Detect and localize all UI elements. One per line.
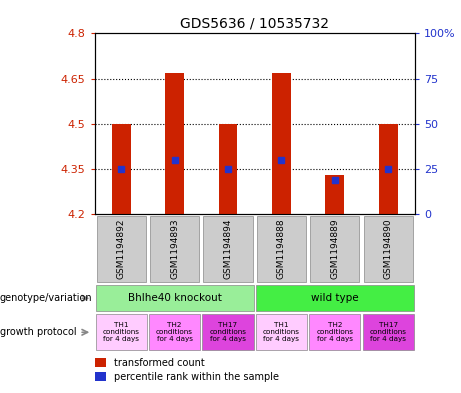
Bar [97,215,146,281]
Text: TH2
conditions
for 4 days: TH2 conditions for 4 days [156,322,193,342]
Bar [219,124,237,214]
Bar [112,124,130,214]
Bar [202,314,254,350]
Bar [95,373,106,381]
Text: GSM1194893: GSM1194893 [170,218,179,279]
Text: TH17
conditions
for 4 days: TH17 conditions for 4 days [370,322,407,342]
Bar [272,73,291,214]
Bar [309,314,361,350]
Bar [95,358,106,367]
Text: percentile rank within the sample: percentile rank within the sample [114,372,279,382]
Text: TH2
conditions
for 4 days: TH2 conditions for 4 days [316,322,353,342]
Bar [310,215,360,281]
Title: GDS5636 / 10535732: GDS5636 / 10535732 [180,17,329,31]
Text: GSM1194892: GSM1194892 [117,219,126,279]
Bar [165,73,184,214]
Text: TH1
conditions
for 4 days: TH1 conditions for 4 days [263,322,300,342]
Text: TH1
conditions
for 4 days: TH1 conditions for 4 days [103,322,140,342]
Bar [256,285,414,311]
Bar [325,175,344,214]
Text: Bhlhe40 knockout: Bhlhe40 knockout [128,293,222,303]
Text: growth protocol: growth protocol [0,327,77,337]
Bar [149,314,200,350]
Text: TH17
conditions
for 4 days: TH17 conditions for 4 days [209,322,247,342]
Text: GSM1194890: GSM1194890 [384,218,393,279]
Text: GSM1194894: GSM1194894 [224,219,232,279]
Bar [256,314,307,350]
Text: wild type: wild type [311,293,359,303]
Bar [362,314,414,350]
Bar [95,314,147,350]
Bar [95,285,254,311]
Text: GSM1194888: GSM1194888 [277,218,286,279]
Bar [150,215,199,281]
Bar [379,124,397,214]
Text: GSM1194889: GSM1194889 [330,218,339,279]
Bar [203,215,253,281]
Bar [257,215,306,281]
Text: genotype/variation: genotype/variation [0,293,93,303]
Bar [364,215,413,281]
Text: transformed count: transformed count [114,358,205,368]
